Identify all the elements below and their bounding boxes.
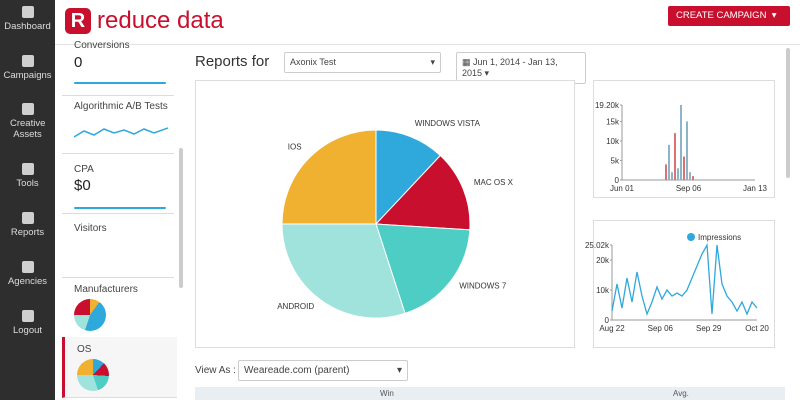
nav-item[interactable]: Reports bbox=[0, 212, 55, 238]
scrollbar[interactable] bbox=[786, 48, 790, 178]
view-label: View As : bbox=[195, 365, 236, 376]
card[interactable]: Manufacturers bbox=[62, 277, 174, 338]
brand: reduce data bbox=[97, 7, 224, 34]
scrollbar[interactable] bbox=[179, 148, 183, 288]
nav-item[interactable]: Logout bbox=[0, 310, 55, 336]
table-header: Win Avg. bbox=[195, 387, 785, 400]
chart1-panel bbox=[593, 80, 775, 198]
reports-label: Reports for bbox=[195, 53, 270, 70]
nav: Dashboard Campaigns Creative Assets Tool… bbox=[0, 0, 55, 400]
card[interactable]: OS bbox=[62, 337, 177, 398]
nav-item[interactable]: Creative Assets bbox=[0, 103, 55, 140]
sidebar: Conversions 0 Algorithmic A/B Tests CPA $0… bbox=[62, 40, 177, 400]
view-select[interactable]: Weareade.com (parent) ▾ bbox=[238, 360, 408, 381]
card[interactable]: Visitors bbox=[62, 213, 174, 278]
card[interactable]: CPA $0 bbox=[62, 153, 174, 214]
header: R reduce data CREATE CAMPAIGN ▾ bbox=[55, 0, 800, 45]
main: Reports for Axonix Test ▾ ▦ Jun 1, 2014 -… bbox=[186, 45, 786, 400]
pie-panel bbox=[195, 80, 575, 348]
logo: R bbox=[65, 8, 91, 34]
chart2-panel bbox=[593, 220, 775, 348]
sparkline bbox=[74, 127, 168, 138]
nav-item[interactable]: Campaigns bbox=[0, 55, 55, 81]
account-select[interactable]: Axonix Test ▾ bbox=[284, 52, 441, 73]
date-select[interactable]: ▦ Jun 1, 2014 - Jan 13, 2015 ▾ bbox=[456, 52, 586, 84]
nav-item[interactable]: Agencies bbox=[0, 261, 55, 287]
nav-item[interactable]: Tools bbox=[0, 163, 55, 189]
card[interactable]: Algorithmic A/B Tests bbox=[62, 95, 174, 154]
nav-item[interactable]: Dashboard bbox=[0, 6, 55, 32]
card[interactable]: Conversions 0 bbox=[62, 40, 174, 96]
create-button[interactable]: CREATE CAMPAIGN ▾ bbox=[668, 6, 790, 26]
